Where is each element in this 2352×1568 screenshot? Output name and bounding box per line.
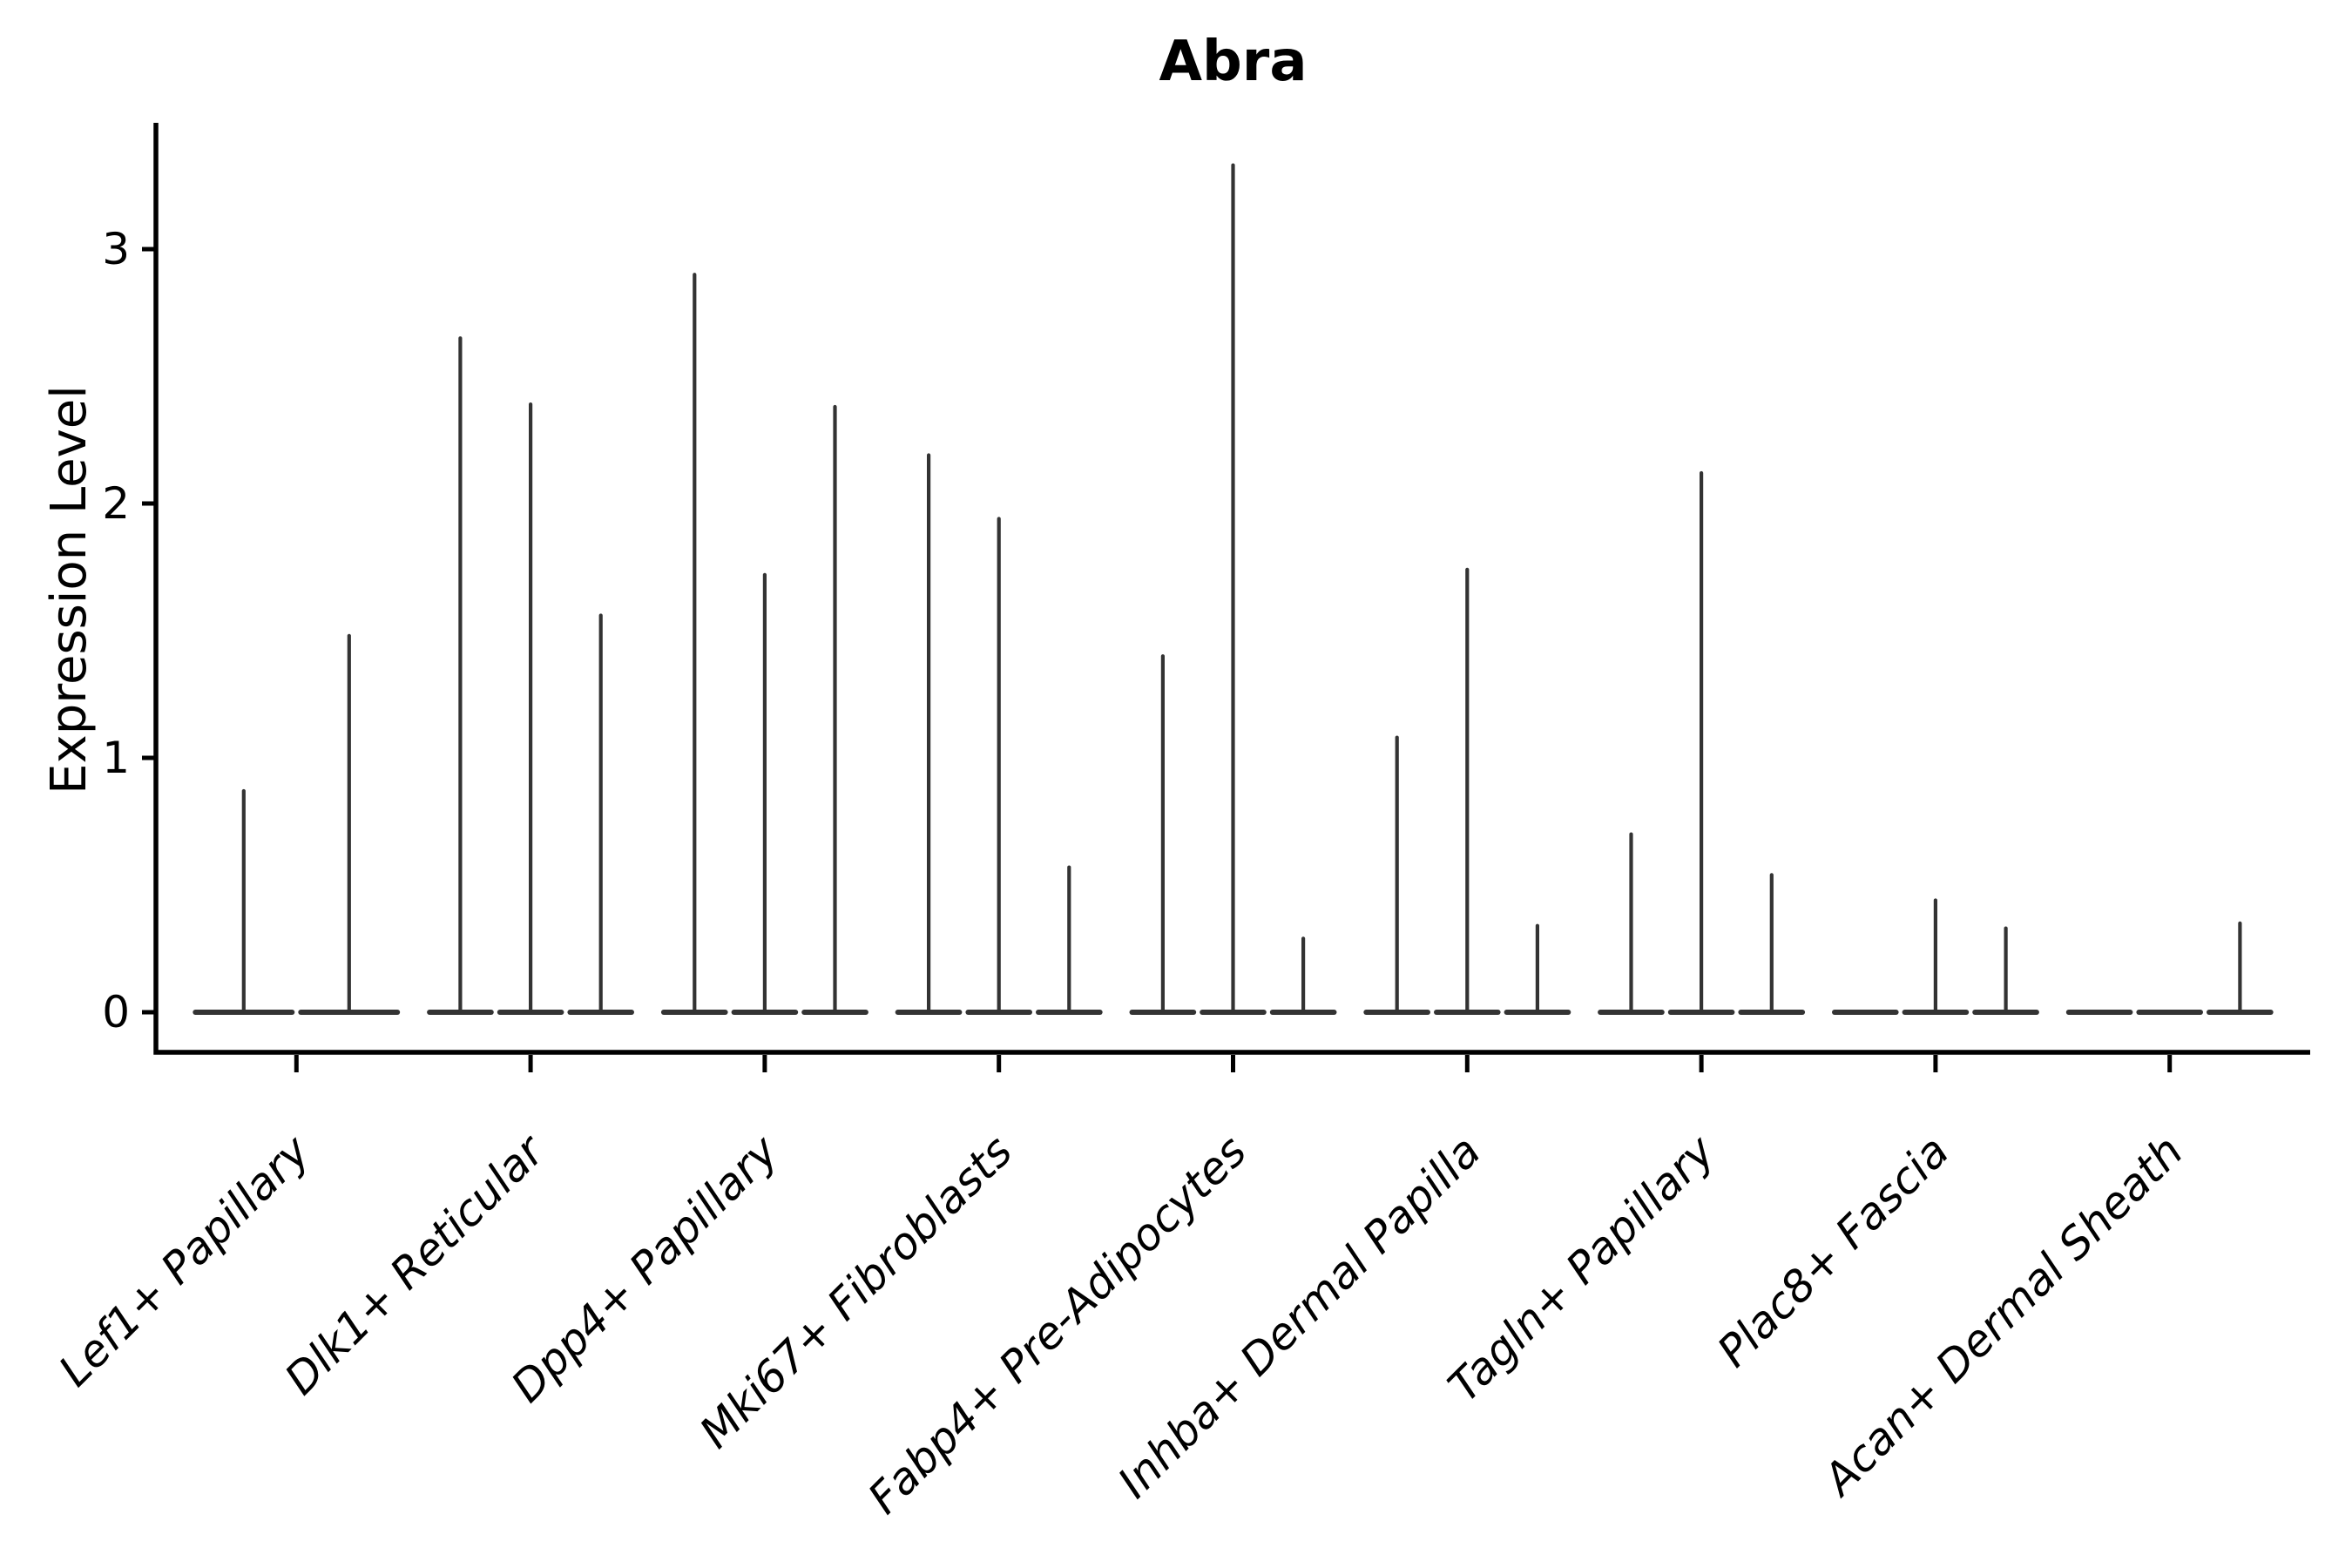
x-tick-label: Plac8+ Fascia: [1707, 1125, 1958, 1376]
x-tick-label: Dlk1+ Reticular: [275, 1124, 556, 1404]
chart-title: Abra: [1159, 30, 1308, 94]
axis-spines: [153, 123, 2310, 1055]
y-tick-label: 0: [102, 987, 130, 1037]
y-tick-label: 3: [102, 224, 130, 274]
y-tick-label: 1: [102, 733, 130, 783]
y-tick-label: 2: [102, 478, 130, 529]
x-tick-label: Lef1+ Papillary: [49, 1125, 320, 1396]
x-tick-label: Fabp4+ Pre-Adipocytes: [858, 1125, 1256, 1524]
